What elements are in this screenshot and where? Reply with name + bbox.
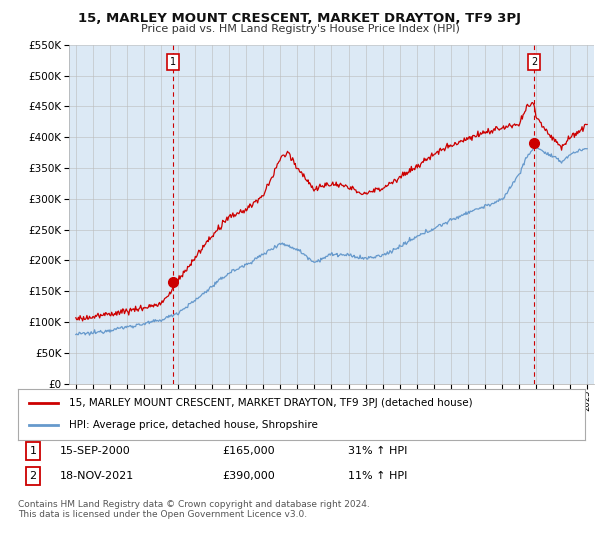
Text: 2: 2 [29, 471, 37, 481]
Text: 31% ↑ HPI: 31% ↑ HPI [348, 446, 407, 456]
Text: 2: 2 [531, 57, 537, 67]
Text: 15, MARLEY MOUNT CRESCENT, MARKET DRAYTON, TF9 3PJ: 15, MARLEY MOUNT CRESCENT, MARKET DRAYTO… [79, 12, 521, 25]
Text: 11% ↑ HPI: 11% ↑ HPI [348, 471, 407, 481]
Text: £165,000: £165,000 [222, 446, 275, 456]
Text: 1: 1 [29, 446, 37, 456]
Text: 1: 1 [170, 57, 176, 67]
Text: Price paid vs. HM Land Registry's House Price Index (HPI): Price paid vs. HM Land Registry's House … [140, 24, 460, 34]
Text: 15-SEP-2000: 15-SEP-2000 [60, 446, 131, 456]
Text: 15, MARLEY MOUNT CRESCENT, MARKET DRAYTON, TF9 3PJ (detached house): 15, MARLEY MOUNT CRESCENT, MARKET DRAYTO… [69, 398, 473, 408]
Text: Contains HM Land Registry data © Crown copyright and database right 2024.
This d: Contains HM Land Registry data © Crown c… [18, 500, 370, 519]
Text: 18-NOV-2021: 18-NOV-2021 [60, 471, 134, 481]
Text: £390,000: £390,000 [222, 471, 275, 481]
Text: HPI: Average price, detached house, Shropshire: HPI: Average price, detached house, Shro… [69, 421, 318, 431]
